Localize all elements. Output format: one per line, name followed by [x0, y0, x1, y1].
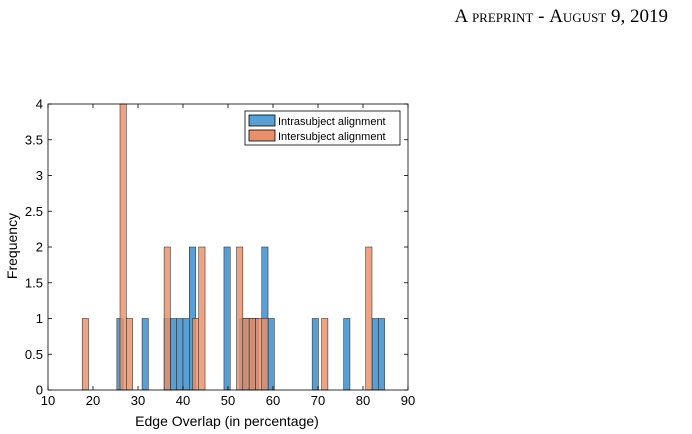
histogram-bar	[261, 318, 269, 391]
histogram-bar	[365, 246, 373, 391]
x-tick-label: 50	[221, 393, 235, 408]
histogram-bar	[176, 318, 184, 391]
histogram-bar	[242, 318, 250, 391]
x-axis-label: Edge Overlap (in percentage)	[135, 413, 319, 429]
y-axis-label: Frequency	[4, 213, 20, 279]
legend-label-intrasubject: Intrasubject alignment	[278, 116, 386, 128]
series-1-bars	[81, 103, 373, 391]
legend-swatch-intrasubject	[248, 114, 276, 127]
x-tick-label: 80	[356, 393, 370, 408]
histogram-bar	[141, 318, 149, 391]
preprint-label: A preprint	[454, 6, 534, 27]
y-tick-label: 3.5	[25, 132, 43, 147]
histogram-bar	[192, 318, 199, 391]
legend-swatch-intersubject	[248, 129, 276, 142]
histogram-bar	[223, 246, 231, 391]
header-date: August 9, 2019	[549, 6, 668, 27]
running-header: A preprint - August 9, 2019	[455, 6, 668, 28]
y-tick-label: 2	[36, 240, 43, 255]
histogram-bar	[255, 318, 262, 391]
y-tick-label: 0.5	[25, 347, 43, 362]
x-tick-label: 70	[311, 393, 325, 408]
y-tick-label: 1.5	[25, 275, 43, 290]
histogram-bar	[126, 318, 133, 391]
histogram-bar	[81, 318, 89, 391]
y-tick-label: 1	[36, 311, 43, 326]
x-tick-label: 30	[131, 393, 145, 408]
y-tick-label: 3	[36, 168, 43, 183]
histogram-bar	[198, 246, 206, 391]
x-tick-label: 90	[401, 393, 415, 408]
histogram-bar	[119, 103, 127, 391]
legend-label-intersubject: Intersubject alignment	[278, 131, 386, 143]
histogram-bar	[248, 318, 256, 391]
histogram-bar	[378, 318, 385, 391]
histogram-bar	[163, 246, 171, 391]
y-tick-label: 0	[36, 383, 43, 398]
histogram-bar	[236, 246, 244, 391]
legend: Intrasubject alignment Intersubject alig…	[244, 110, 401, 146]
x-tick-label: 40	[176, 393, 190, 408]
histogram-bar	[170, 318, 177, 391]
y-tick-label: 4	[36, 97, 43, 112]
histogram-bar	[267, 318, 275, 391]
x-tick-label: 20	[86, 393, 100, 408]
histogram-bar	[371, 318, 379, 391]
histogram-bar	[311, 318, 319, 391]
y-tick-label: 2.5	[25, 204, 43, 219]
histogram-bar	[343, 318, 351, 391]
header-separator: -	[533, 6, 550, 27]
histogram-bars	[81, 103, 385, 391]
histogram-bar	[182, 318, 190, 391]
axes: 10 20 30 40 50 60 70 80 90 0 0.5 1 1.5 2 2.5 3 3.5 4	[25, 97, 415, 409]
x-tick-label: 60	[266, 393, 280, 408]
x-tick-label: 10	[41, 393, 55, 408]
histogram-bar	[321, 318, 329, 391]
